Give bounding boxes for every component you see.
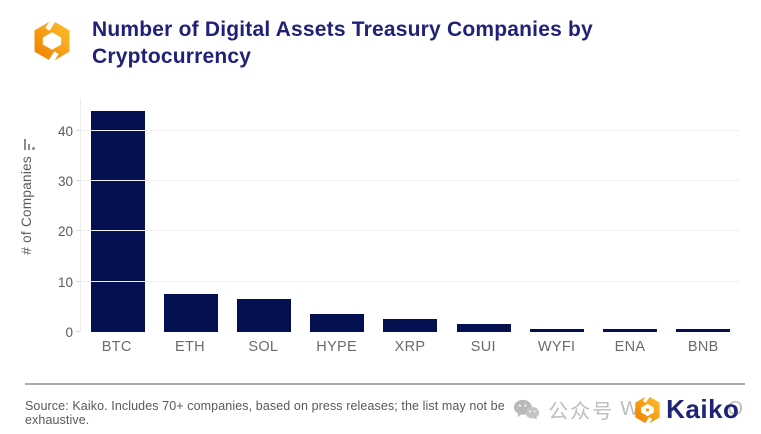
x-label-wyfi: WYFI xyxy=(537,339,576,355)
bar-xrp xyxy=(383,319,438,332)
bar-group-wyfi xyxy=(520,329,593,332)
mini-bars-icon xyxy=(23,138,35,150)
y-tick-mark-0 xyxy=(76,331,81,332)
x-label-eth: ETH xyxy=(175,339,205,355)
x-label-sui: SUI xyxy=(470,339,496,355)
bar-wyfi xyxy=(529,329,584,332)
kaiko-wordmark: Kaiko xyxy=(666,394,740,424)
brand-watermark-row: 公众号 W Kaiko O xyxy=(513,393,745,426)
y-tick-label-30: 30 xyxy=(57,174,73,190)
bar-bnb xyxy=(676,329,731,332)
watermark-suffix: O xyxy=(727,398,745,420)
page-title: Number of Digital Assets Treasury Compan… xyxy=(92,18,593,68)
bar-group-ena xyxy=(594,329,667,332)
kaiko-footer-logo: Kaiko xyxy=(631,393,740,426)
wechat-icon xyxy=(514,399,540,420)
y-tick-mark-10 xyxy=(76,280,81,282)
source-note: Source: Kaiko. Includes 70+ companies, b… xyxy=(25,399,505,427)
bar-sui xyxy=(456,324,511,332)
bar-eth xyxy=(163,294,218,332)
bar-group-hype xyxy=(301,314,374,332)
x-label-ena: ENA xyxy=(614,339,646,355)
x-label-bnb: BNB xyxy=(687,339,719,355)
bar-group-xrp xyxy=(374,319,447,332)
footer-divider xyxy=(25,383,745,385)
bar-sol xyxy=(237,299,292,332)
kaiko-logo-icon xyxy=(34,18,70,64)
y-tick-mark-40 xyxy=(76,129,81,131)
footer: Source: Kaiko. Includes 70+ companies, b… xyxy=(25,392,745,427)
x-axis-labels: BTC ETH SOL HYPE XRP SUI WYFI ENA BNB xyxy=(80,339,740,355)
watermark-text: 公众号 xyxy=(548,401,615,423)
x-label-sol: SOL xyxy=(248,339,279,355)
bar-group-btc xyxy=(81,110,154,332)
y-tick-mark-30 xyxy=(76,180,81,182)
y-tick-label-10: 10 xyxy=(57,274,73,290)
watermark-letter: W xyxy=(620,398,640,420)
x-label-hype: HYPE xyxy=(316,339,357,355)
y-axis-label-column: # of Companies xyxy=(0,98,52,355)
gridline-10 xyxy=(81,280,740,282)
bar-group-eth xyxy=(154,294,227,332)
bar-chart: # of Companies 0 10 20 30 40 BTC ETH SOL HYPE XR… xyxy=(0,98,761,355)
bar-hype xyxy=(310,314,365,332)
bar-ena xyxy=(603,329,658,332)
bar-group-sol xyxy=(227,299,300,332)
header: Number of Digital Assets Treasury Compan… xyxy=(0,0,761,70)
plot-area: 0 10 20 30 40 xyxy=(58,98,740,340)
bars-row xyxy=(81,98,740,332)
x-label-btc: BTC xyxy=(101,339,132,355)
x-label-xrp: XRP xyxy=(394,339,426,355)
plot-region: 0 10 20 30 40 BTC ETH SOL HYPE XRP SUI WYFI ENA BNB xyxy=(58,98,740,355)
gridline-30 xyxy=(81,180,740,182)
y-tick-label-0: 0 xyxy=(65,325,73,340)
kaiko-logo-icon xyxy=(635,393,660,426)
y-axis-title: # of Companies xyxy=(18,156,34,255)
y-tick-mark-20 xyxy=(76,230,81,232)
gridline-20 xyxy=(81,230,740,232)
bar-group-bnb xyxy=(667,329,740,332)
gridline-40 xyxy=(81,129,740,131)
bar-group-sui xyxy=(447,324,520,332)
y-tick-label-20: 20 xyxy=(57,224,73,240)
y-tick-label-40: 40 xyxy=(57,123,73,139)
bar-btc xyxy=(90,110,145,332)
